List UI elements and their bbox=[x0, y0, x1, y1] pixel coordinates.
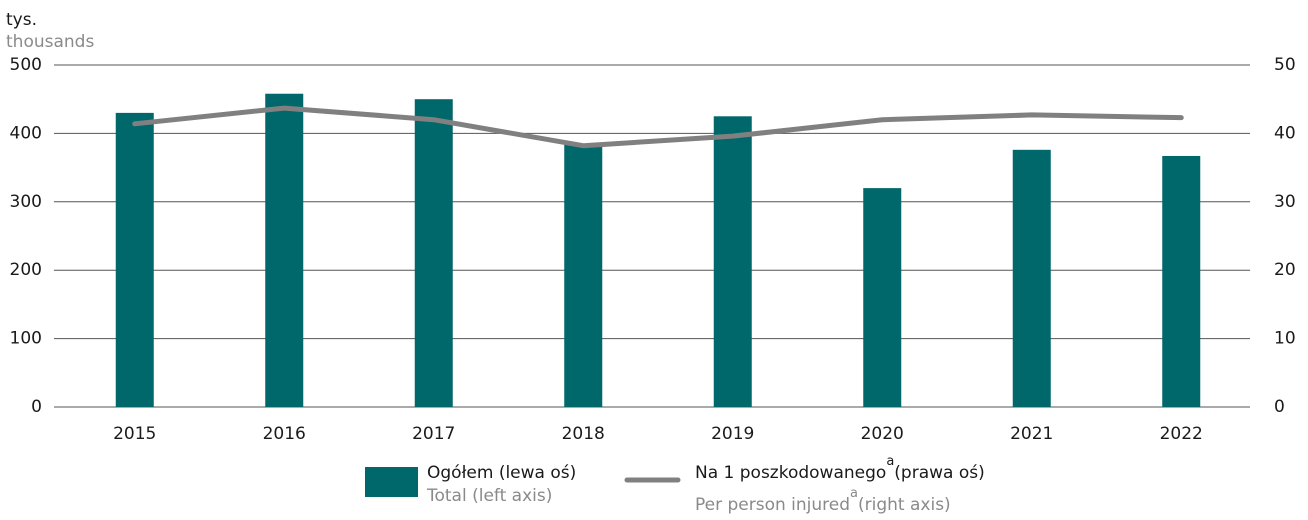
bar bbox=[863, 188, 902, 407]
y-tick-label: 100 bbox=[10, 329, 42, 349]
y-tick-label: 200 bbox=[10, 260, 42, 280]
legend-name-en: Per person injured bbox=[695, 495, 850, 515]
legend-suffix-en: (right axis) bbox=[858, 495, 951, 515]
y-tick-label: 500 bbox=[10, 55, 42, 75]
y2-tick-label: 10 bbox=[1274, 329, 1296, 349]
line bbox=[132, 105, 1184, 149]
y-tick-label: 300 bbox=[10, 192, 42, 212]
legend-swatch bbox=[365, 467, 418, 497]
x-tick-label: 2022 bbox=[1160, 424, 1203, 444]
bar bbox=[1162, 155, 1201, 407]
legend-label-en: Per person injureda(right axis) bbox=[695, 486, 951, 516]
bar bbox=[564, 143, 603, 407]
y-label-en: thousands bbox=[6, 32, 94, 52]
x-tick-label: 2016 bbox=[263, 424, 306, 444]
legend-label: Ogółem (lewa oś) bbox=[427, 463, 576, 483]
y2-tick-label: 0 bbox=[1274, 397, 1285, 417]
y-tick-label: 0 bbox=[31, 397, 42, 417]
x-tick-label: 2021 bbox=[1010, 424, 1053, 444]
bar bbox=[1012, 149, 1051, 408]
bar bbox=[414, 99, 453, 407]
bar bbox=[265, 93, 304, 407]
x-tick-label: 2018 bbox=[562, 424, 605, 444]
y2-tick-label: 20 bbox=[1274, 260, 1296, 280]
y2-tick-label: 50 bbox=[1274, 55, 1296, 75]
legend-label: Na 1 poszkodowanegoa(prawa oś) bbox=[695, 454, 985, 484]
x-tick-label: 2020 bbox=[861, 424, 904, 444]
x-tick-label: 2017 bbox=[412, 424, 455, 444]
x-tick-label: 2019 bbox=[711, 424, 754, 444]
legend-name: Na 1 poszkodowanego bbox=[695, 463, 886, 483]
bar bbox=[115, 112, 154, 407]
y-tick-label: 400 bbox=[10, 123, 42, 143]
y2-tick-label: 40 bbox=[1274, 123, 1296, 143]
bar bbox=[713, 116, 752, 408]
y-label: tys. bbox=[6, 10, 37, 30]
legend-label-en: Total (left axis) bbox=[426, 486, 552, 506]
legend-marker: a bbox=[886, 454, 894, 469]
legend-marker-en: a bbox=[850, 486, 858, 501]
legend-suffix: (prawa oś) bbox=[894, 463, 984, 483]
y2-tick-label: 30 bbox=[1274, 192, 1296, 212]
x-tick-label: 2015 bbox=[113, 424, 156, 444]
